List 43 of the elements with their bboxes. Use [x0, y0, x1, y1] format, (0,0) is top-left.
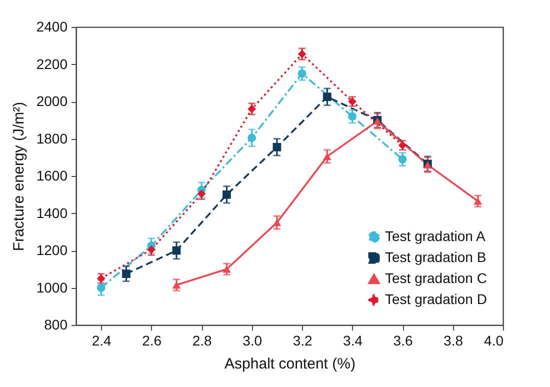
x-tick-label: 4.0 [484, 332, 504, 348]
y-axis-title: Fracture energy (J/m²) [10, 102, 28, 252]
point [322, 152, 332, 160]
x-tick-label: 3.6 [393, 332, 413, 348]
point [172, 246, 181, 255]
point [222, 266, 231, 273]
x-tick-label: 2.8 [192, 332, 212, 348]
x-tick-label: 3.0 [242, 332, 262, 348]
point [348, 112, 356, 121]
point [474, 198, 482, 205]
x-tick-label: 2.4 [92, 332, 112, 348]
point [122, 270, 130, 278]
x-tick-label: 3.2 [292, 332, 312, 348]
y-tick-label: 2200 [36, 56, 68, 72]
y-tick-label: 1800 [36, 130, 68, 146]
legend-label: Test gradation B [385, 249, 486, 265]
point [272, 142, 282, 152]
x-axis-title: Asphalt content (%) [224, 356, 356, 372]
point [197, 190, 206, 198]
point [96, 284, 106, 292]
legend-label: Test gradation C [385, 270, 487, 286]
point [222, 190, 231, 199]
y-tick-label: 1600 [36, 168, 68, 184]
y-tick-label: 1200 [36, 242, 68, 258]
x-tick-label: 3.8 [444, 332, 464, 348]
y-tick-label: 1000 [36, 279, 68, 296]
x-tick-label: 3.4 [343, 332, 363, 348]
point [172, 281, 181, 289]
legend-label: Test gradation A [385, 228, 486, 244]
point [147, 245, 156, 254]
legend-label: Test gradation D [385, 291, 487, 307]
point [298, 50, 306, 58]
x-tick-label: 2.6 [142, 332, 162, 348]
y-tick-label: 1400 [36, 204, 68, 221]
point [322, 92, 332, 102]
point [272, 218, 282, 226]
y-tick-label: 2000 [36, 93, 68, 109]
point [298, 69, 306, 78]
point [248, 104, 256, 114]
y-tick-label: 2400 [36, 18, 68, 34]
y-tick-label: 800 [44, 316, 68, 332]
point [248, 134, 256, 142]
point [398, 155, 407, 164]
